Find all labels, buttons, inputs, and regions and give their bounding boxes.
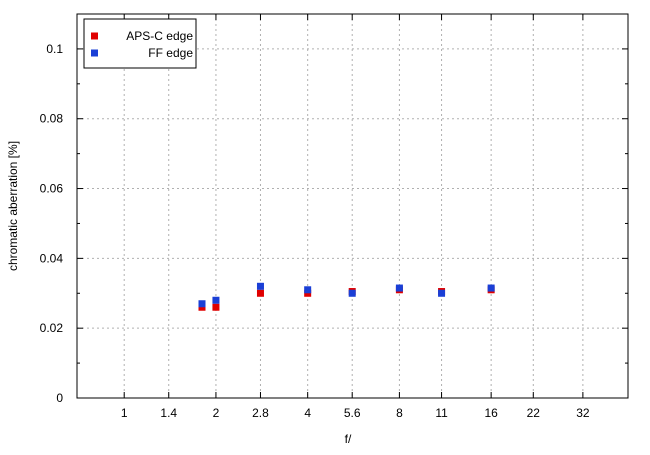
data-point-aps-c-edge [212,303,220,311]
y-tick-label: 0.1 [46,42,63,56]
data-point-aps-c-edge [256,289,264,297]
y-tick-label: 0.08 [40,112,64,126]
plot-frame [76,13,629,399]
x-tick-label: 16 [484,406,498,420]
legend: APS-C edge FF edge [83,18,197,69]
y-axis-label: chromatic aberration [%] [6,141,20,271]
points-layer [198,282,495,311]
data-point-ff-edge [212,296,220,304]
legend-box [83,18,197,69]
data-point-ff-edge [487,284,495,292]
x-tick-label: 22 [527,406,541,420]
legend-entries: APS-C edge FF edge [91,29,193,60]
data-point-ff-edge [438,289,446,297]
x-tick-label: 1.4 [160,406,177,420]
legend-label: FF edge [148,46,193,60]
data-point-ff-edge [304,286,312,294]
x-tick-label: 5.6 [344,406,361,420]
x-tick-label: 11 [435,406,448,420]
y-tick-label: 0.02 [40,321,64,335]
x-tick-label: 1 [121,406,128,420]
legend-marker [91,32,98,40]
x-tick-label: 2.8 [252,406,269,420]
y-tick-label: 0.06 [40,182,64,196]
grid-layer [77,14,628,398]
y-tick-label: 0.04 [40,251,64,265]
data-point-ff-edge [198,300,206,308]
y-tick-label: 0 [56,391,63,405]
y-tick-labels: 0 0.02 0.04 0.06 0.08 0.1 [40,42,64,405]
x-tick-label: 8 [396,406,403,420]
legend-marker [91,49,98,57]
x-axis-label: f/ [345,432,352,446]
data-point-ff-edge [348,289,356,297]
x-tick-label: 32 [576,406,590,420]
x-tick-label: 4 [304,406,311,420]
x-tick-label: 2 [213,406,220,420]
data-point-ff-edge [395,284,403,292]
x-tick-labels: 1 1.4 2 2.8 4 5.6 8 11 16 22 32 [121,406,590,420]
data-point-ff-edge [256,282,264,290]
legend-label: APS-C edge [126,29,193,43]
